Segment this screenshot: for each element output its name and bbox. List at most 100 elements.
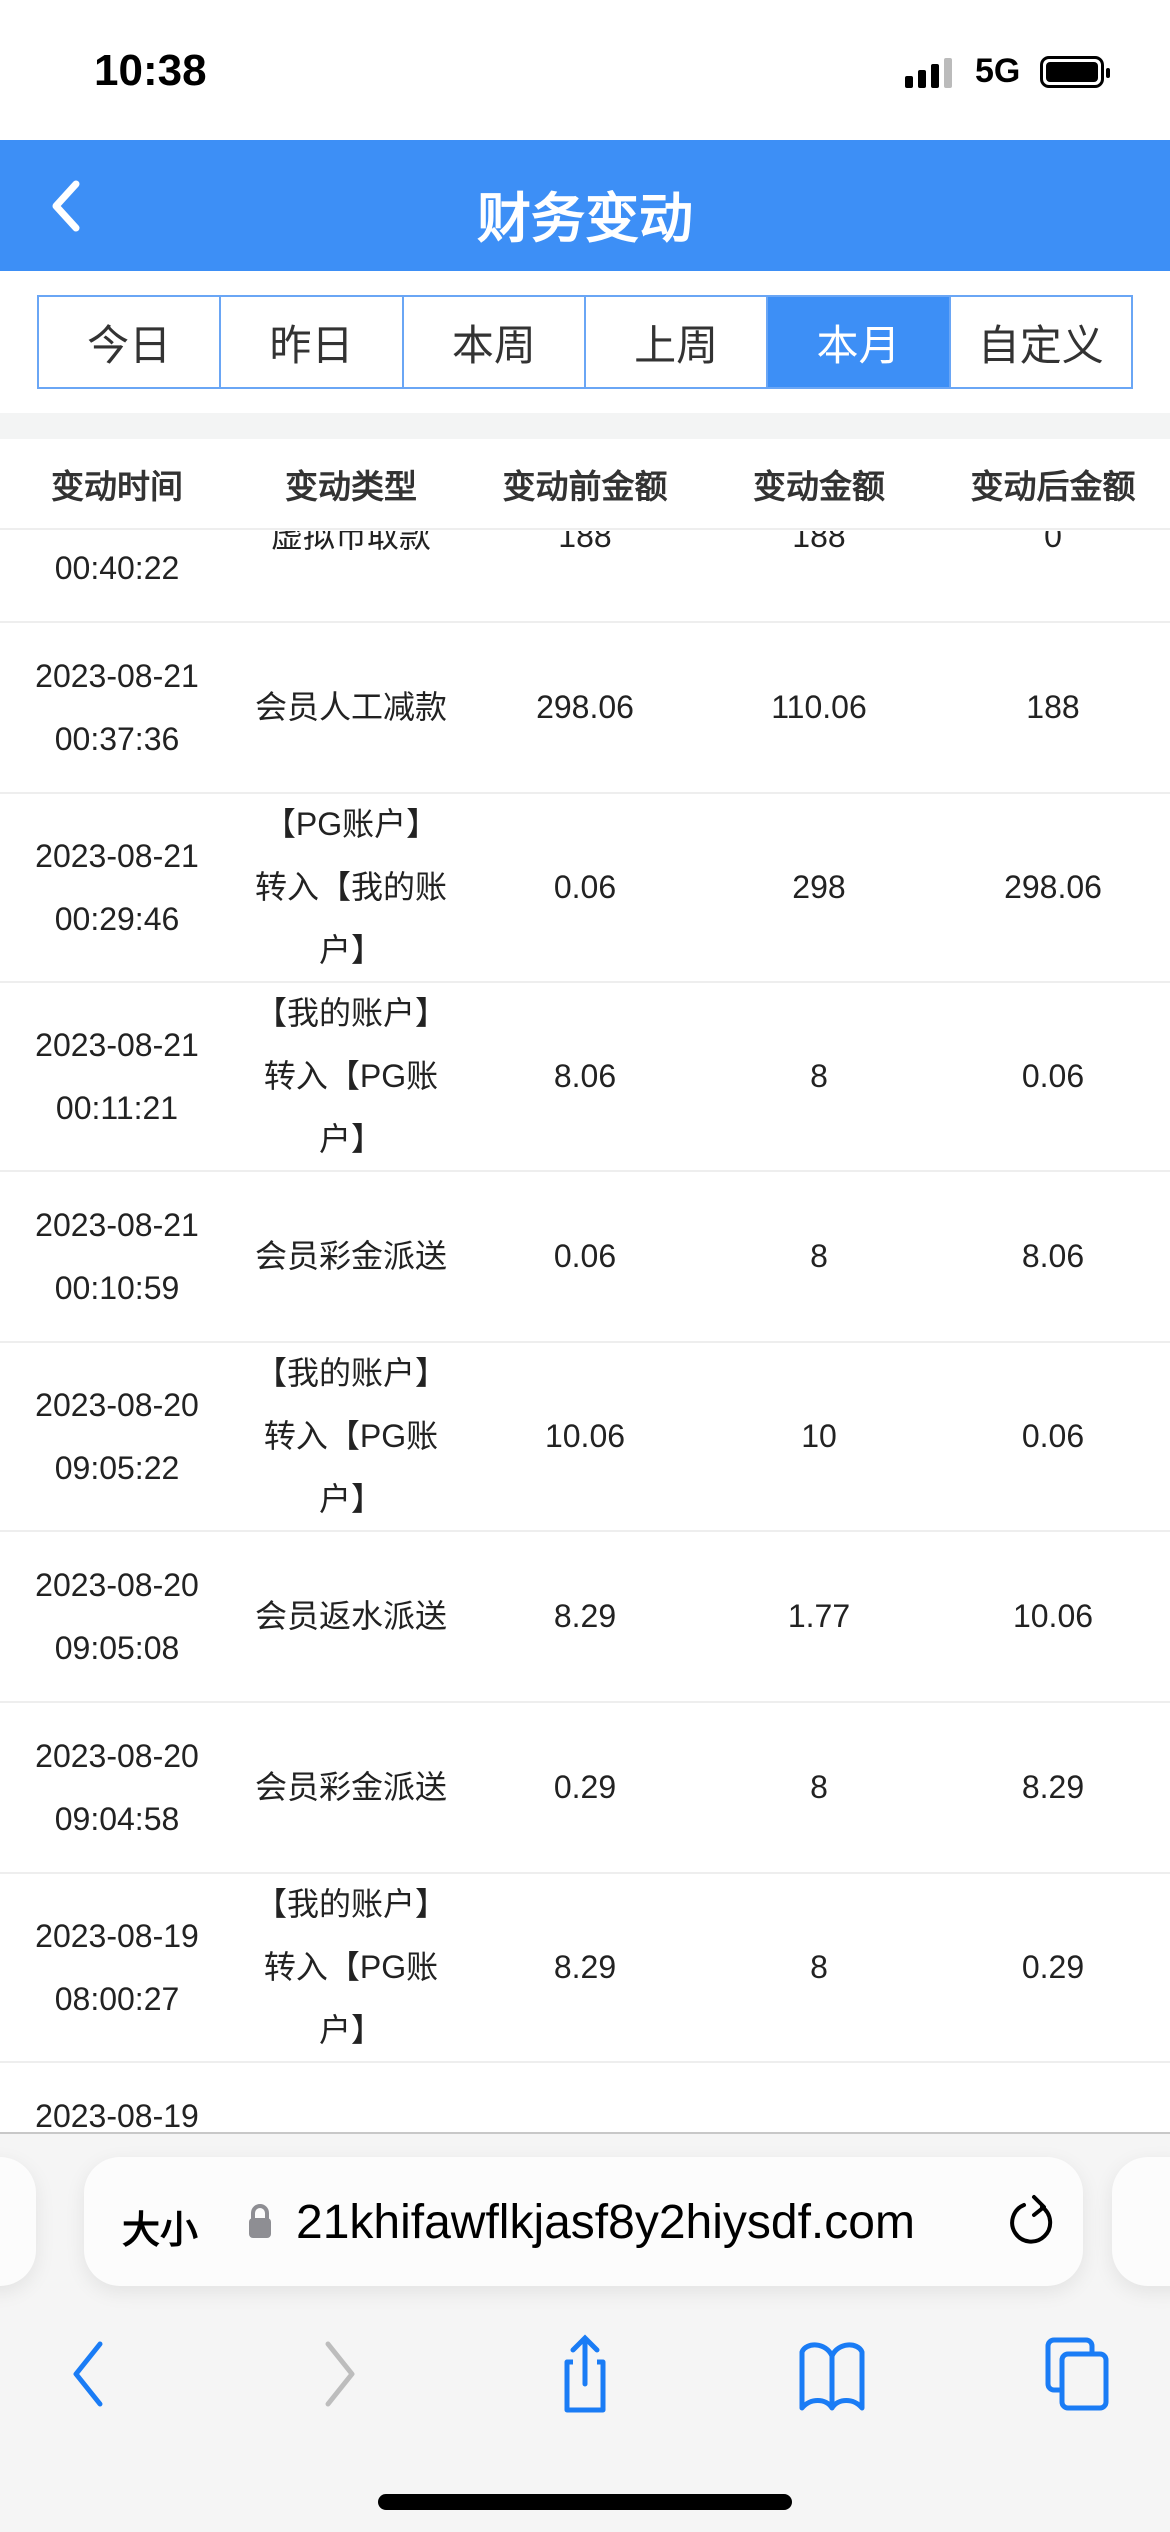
cell-time: 2023-08-21 00:10:59 [0,1172,234,1341]
table-row: 2023-08-21 00:37:36 会员人工减款 298.06 110.06 188 [0,623,1170,794]
cell-type: 【PG账户】转入【我的账户】 [254,806,447,968]
tab-last-week[interactable]: 上周 [585,297,769,387]
cell-amount: 10 [801,1418,837,1454]
signal-icon [905,58,952,88]
cell-amount: 8 [810,1769,828,1805]
reload-icon[interactable] [1002,2193,1060,2251]
bookmarks-icon[interactable] [792,2334,872,2414]
table-row: 2023-08-19 08:00:27 【我的账户】转入【PG账户】 8.29 8 0.2… [0,1874,1170,2063]
forward-icon[interactable] [300,2334,380,2414]
cell-date: 2023-08-20 [35,1386,199,1423]
cell-type: 会员返水派送 [254,1598,447,1634]
cell-time: 00:29:46 [54,900,180,937]
share-icon[interactable] [545,2334,625,2414]
cell-before: 0.06 [553,1238,617,1274]
cell-after: 8.06 [1021,1238,1085,1274]
status-time: 10:38 [94,46,207,95]
cell-before: 10.06 [544,1418,626,1454]
cell-amount [702,2063,936,2132]
cell-type: 【我的账户】转入【PG账户】 [254,1355,447,1517]
cell-time: 2023-08-21 00:11:21 [0,983,234,1170]
column-header-type: 变动类型 [285,467,417,505]
cell-after: 0.06 [1021,1058,1085,1094]
tab-yesterday[interactable]: 昨日 [221,297,404,387]
cell-after: 0.29 [1021,1949,1085,1985]
table-row: 2023-08-21 00:11:21 【我的账户】转入【PG账户】 8.06 8 0.0… [0,983,1170,1172]
previous-tab-pill[interactable] [0,2157,36,2286]
column-header-time: 变动时间 [51,467,183,505]
cell-type [234,2063,468,2132]
cell-time: 2023-08-20 09:05:22 [0,1343,234,1530]
table-row: 2023-08-20 09:05:22 【我的账户】转入【PG账户】 10.06 10 0… [0,1343,1170,1532]
cell-date: 2023-08-21 [35,657,199,694]
cell-before: 0.06 [553,869,617,905]
page-title: 财务变动 [477,189,693,249]
cell-type: 【我的账户】转入【PG账户】 [254,995,447,1157]
column-header-after: 变动后金额 [970,467,1136,505]
address-bar[interactable]: 大小 21khifawflkjasf8y2hiysdf.com [84,2157,1083,2286]
cell-time: 08:00:27 [54,1980,180,2017]
cell-amount: 298 [792,869,846,905]
cell-after: 8.29 [1021,1769,1085,1805]
cell-before: 8.29 [553,1598,617,1634]
table-row: 2023-08-21 00:29:46 【PG账户】转入【我的账户】 0.06 298 2… [0,794,1170,983]
tabs-icon[interactable] [1040,2334,1120,2414]
tab-custom[interactable]: 自定义 [950,297,1131,387]
cell-date: 2023-08-21 [35,837,199,874]
cell-time: 2023-08-20 09:04:58 [0,1703,234,1872]
cell-time: 2023-08-19 08:00:27 [0,1874,234,2061]
cell-after: 0 [1044,531,1062,554]
table-body[interactable]: 00:40:22 虚拟币取款 188 188 0 2023-08-21 00:37:36 会员… [0,531,1170,2132]
home-indicator [378,2494,792,2510]
cell-time: 00:40:22 [0,531,234,621]
cell-time: 00:40:22 [54,549,180,586]
cell-type: 【我的账户】转入【PG账户】 [254,1886,447,2048]
cell-date: 2023-08-19 [35,2097,199,2133]
divider-band [0,413,1170,439]
cell-amount: 188 [792,531,846,554]
url-text[interactable]: 21khifawflkjasf8y2hiysdf.com [296,2196,915,2249]
cell-date: 2023-08-21 [35,1026,199,1063]
cell-amount: 8 [810,1949,828,1985]
cell-type: 虚拟币取款 [270,531,431,554]
cell-after: 298.06 [1004,869,1102,905]
cell-time: 09:04:58 [54,1800,180,1837]
cell-time: 09:05:08 [54,1629,180,1666]
text-size-button[interactable]: 大小 [122,2210,199,2252]
cell-amount: 110.06 [771,689,867,725]
cell-before: 8.06 [553,1058,617,1094]
cell-time: 2023-08-21 00:37:36 [0,623,234,792]
browser-toolbar: 大小 21khifawflkjasf8y2hiysdf.com [0,2132,1170,2532]
back-icon[interactable] [48,2334,128,2414]
tab-this-month[interactable]: 本月 [768,297,951,387]
tab-this-week[interactable]: 本周 [403,297,586,387]
cell-before: 8.29 [553,1949,617,1985]
chevron-left-icon[interactable] [44,176,94,236]
cell-time: 2023-08-20 09:05:08 [0,1532,234,1701]
table-row: 2023-08-19 [0,2063,1170,2133]
tab-today[interactable]: 今日 [39,297,222,387]
cell-before: 188 [558,531,612,554]
network-label: 5G [975,52,1021,90]
table-header: 变动时间 变动类型 变动前金额 变动金额 变动后金额 [0,439,1170,530]
cell-after: 188 [1026,689,1080,725]
cell-time: 00:10:59 [54,1269,180,1306]
app-header: 财务变动 [0,140,1170,271]
table-row: 00:40:22 虚拟币取款 188 188 0 [0,531,1170,623]
next-tab-pill[interactable] [1112,2157,1170,2286]
cell-amount: 1.77 [787,1598,851,1634]
table-row: 2023-08-20 09:05:08 会员返水派送 8.29 1.77 10.06 [0,1532,1170,1703]
cell-type: 会员彩金派送 [254,1769,447,1805]
cell-before: 0.29 [553,1769,617,1805]
table-row: 2023-08-21 00:10:59 会员彩金派送 0.06 8 8.06 [0,1172,1170,1343]
column-header-amount: 变动金额 [753,467,885,505]
cell-time: 00:11:21 [55,1089,179,1126]
cell-time: 00:37:36 [54,720,180,757]
date-range-tabs: 今日 昨日 本周 上周 本月 自定义 [37,295,1133,389]
cell-time: 2023-08-21 00:29:46 [0,794,234,981]
table-row: 2023-08-20 09:04:58 会员彩金派送 0.29 8 8.29 [0,1703,1170,1874]
cell-date: 2023-08-20 [35,1566,199,1603]
cell-date: 2023-08-19 [35,1917,199,1954]
cell-time: 09:05:22 [54,1449,180,1486]
cell-after [936,2063,1170,2132]
